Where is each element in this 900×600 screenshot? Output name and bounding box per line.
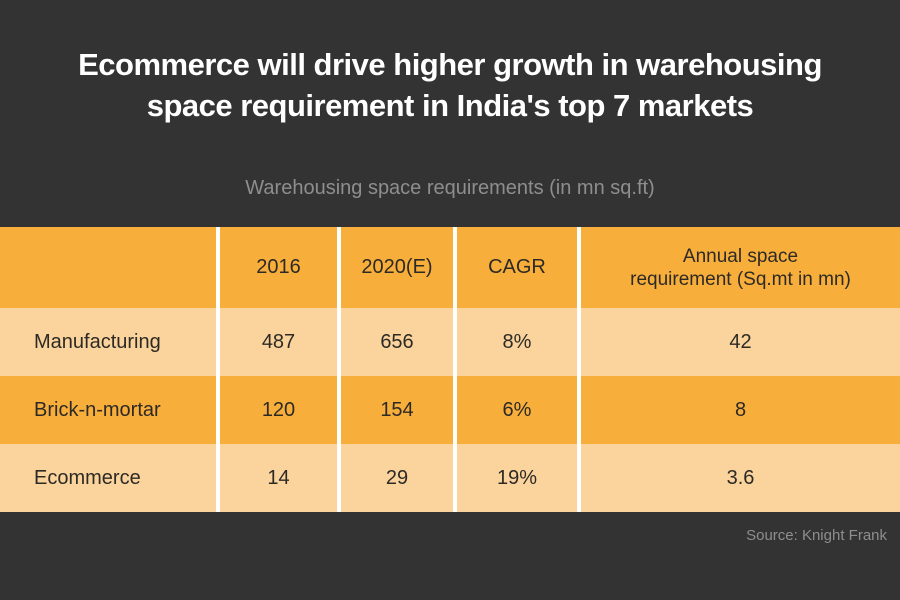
col-header-2016: 2016 [216,227,337,308]
value-cagr: 19% [453,444,577,512]
source-credit: Source: Knight Frank [746,527,887,544]
value-cagr: 8% [453,308,577,376]
table-header-row: 2016 2020(E) CAGR Annual space requireme… [0,227,900,308]
col-header-cagr: CAGR [453,227,577,308]
col-header-category [0,227,216,308]
data-table: 2016 2020(E) CAGR Annual space requireme… [0,227,900,512]
chart-subtitle: Warehousing space requirements (in mn sq… [245,177,655,199]
col-header-annual-space-label: Annual space requirement (Sq.mt in mn) [630,245,851,290]
value-annual-space: 8 [577,376,900,444]
chart-title-line2: space requirement in India's top 7 marke… [146,88,754,123]
value-2016: 120 [216,376,337,444]
value-2020e: 29 [337,444,453,512]
row-label: Brick-n-mortar [0,376,216,444]
value-annual-space: 3.6 [577,444,900,512]
row-label: Manufacturing [0,308,216,376]
value-2020e: 656 [337,308,453,376]
chart-title-line1: Ecommerce will drive higher growth in wa… [78,47,822,82]
table-row-brick-n-mortar: Brick-n-mortar 120 154 6% 8 [0,376,900,444]
chart-title: Ecommerce will drive higher growth in wa… [0,44,900,126]
value-2016: 14 [216,444,337,512]
col-header-2020e: 2020(E) [337,227,453,308]
table-row-manufacturing: Manufacturing 487 656 8% 42 [0,308,900,376]
value-cagr: 6% [453,376,577,444]
row-label: Ecommerce [0,444,216,512]
col-header-annual-space: Annual space requirement (Sq.mt in mn) [577,227,900,308]
table-row-ecommerce: Ecommerce 14 29 19% 3.6 [0,444,900,512]
value-annual-space: 42 [577,308,900,376]
value-2020e: 154 [337,376,453,444]
value-2016: 487 [216,308,337,376]
